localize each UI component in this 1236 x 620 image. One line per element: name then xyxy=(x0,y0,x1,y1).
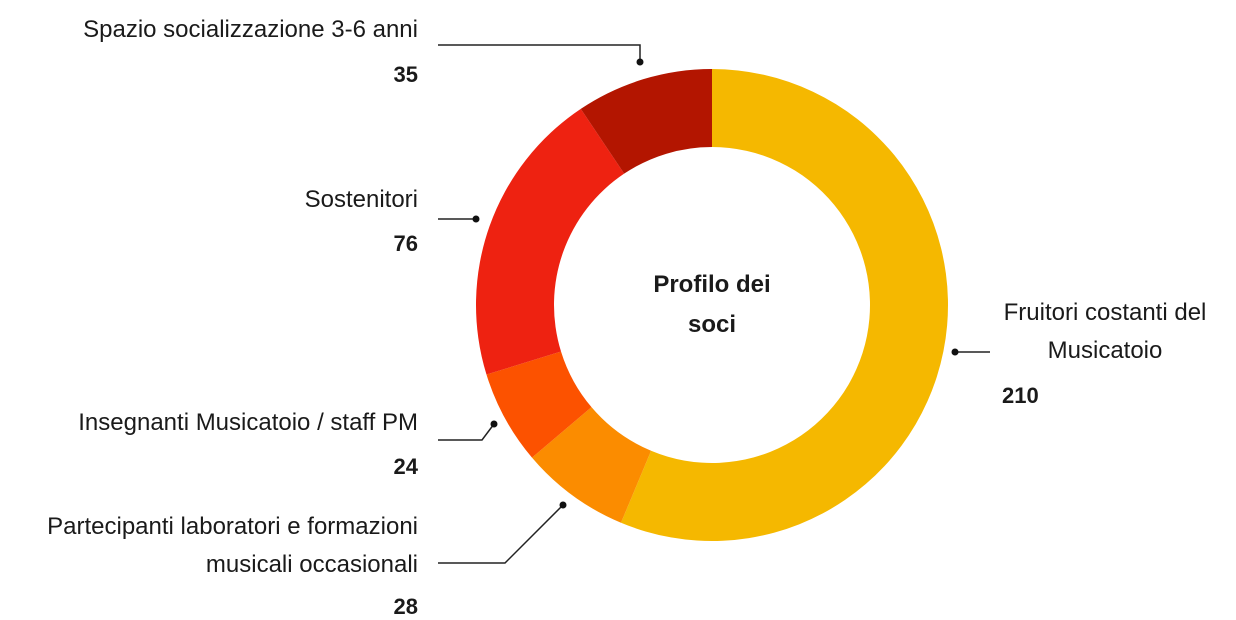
value-label: 28 xyxy=(393,594,418,619)
leader-dot xyxy=(951,348,959,356)
slice-label: Partecipanti laboratori e formazioni mus… xyxy=(47,513,418,578)
leader-dot xyxy=(559,501,567,509)
leader-dot xyxy=(636,58,644,66)
slice-label: Insegnanti Musicatoio / staff PM xyxy=(78,409,418,436)
leader-dot xyxy=(472,215,480,223)
slice-label: Sostenitori xyxy=(304,186,418,213)
slice-label: Spazio socializzazione 3-6 anni xyxy=(83,16,418,43)
leader-line xyxy=(438,504,564,564)
leader-line xyxy=(438,423,495,441)
donut-slice xyxy=(475,108,625,375)
value-label: 76 xyxy=(393,231,418,256)
value-label: 24 xyxy=(393,454,418,479)
leader-dot xyxy=(490,420,498,428)
slice-label: Fruitori costanti del Musicatoio xyxy=(1003,299,1207,364)
donut-slice xyxy=(486,351,592,458)
chart-title: Profilo dei soci xyxy=(653,271,771,338)
value-label: 35 xyxy=(393,62,418,87)
leader-line xyxy=(438,44,641,62)
donut-slice xyxy=(580,69,712,174)
donut-slice xyxy=(620,69,949,541)
donut-slice xyxy=(531,407,652,523)
value-label: 210 xyxy=(1002,383,1039,408)
